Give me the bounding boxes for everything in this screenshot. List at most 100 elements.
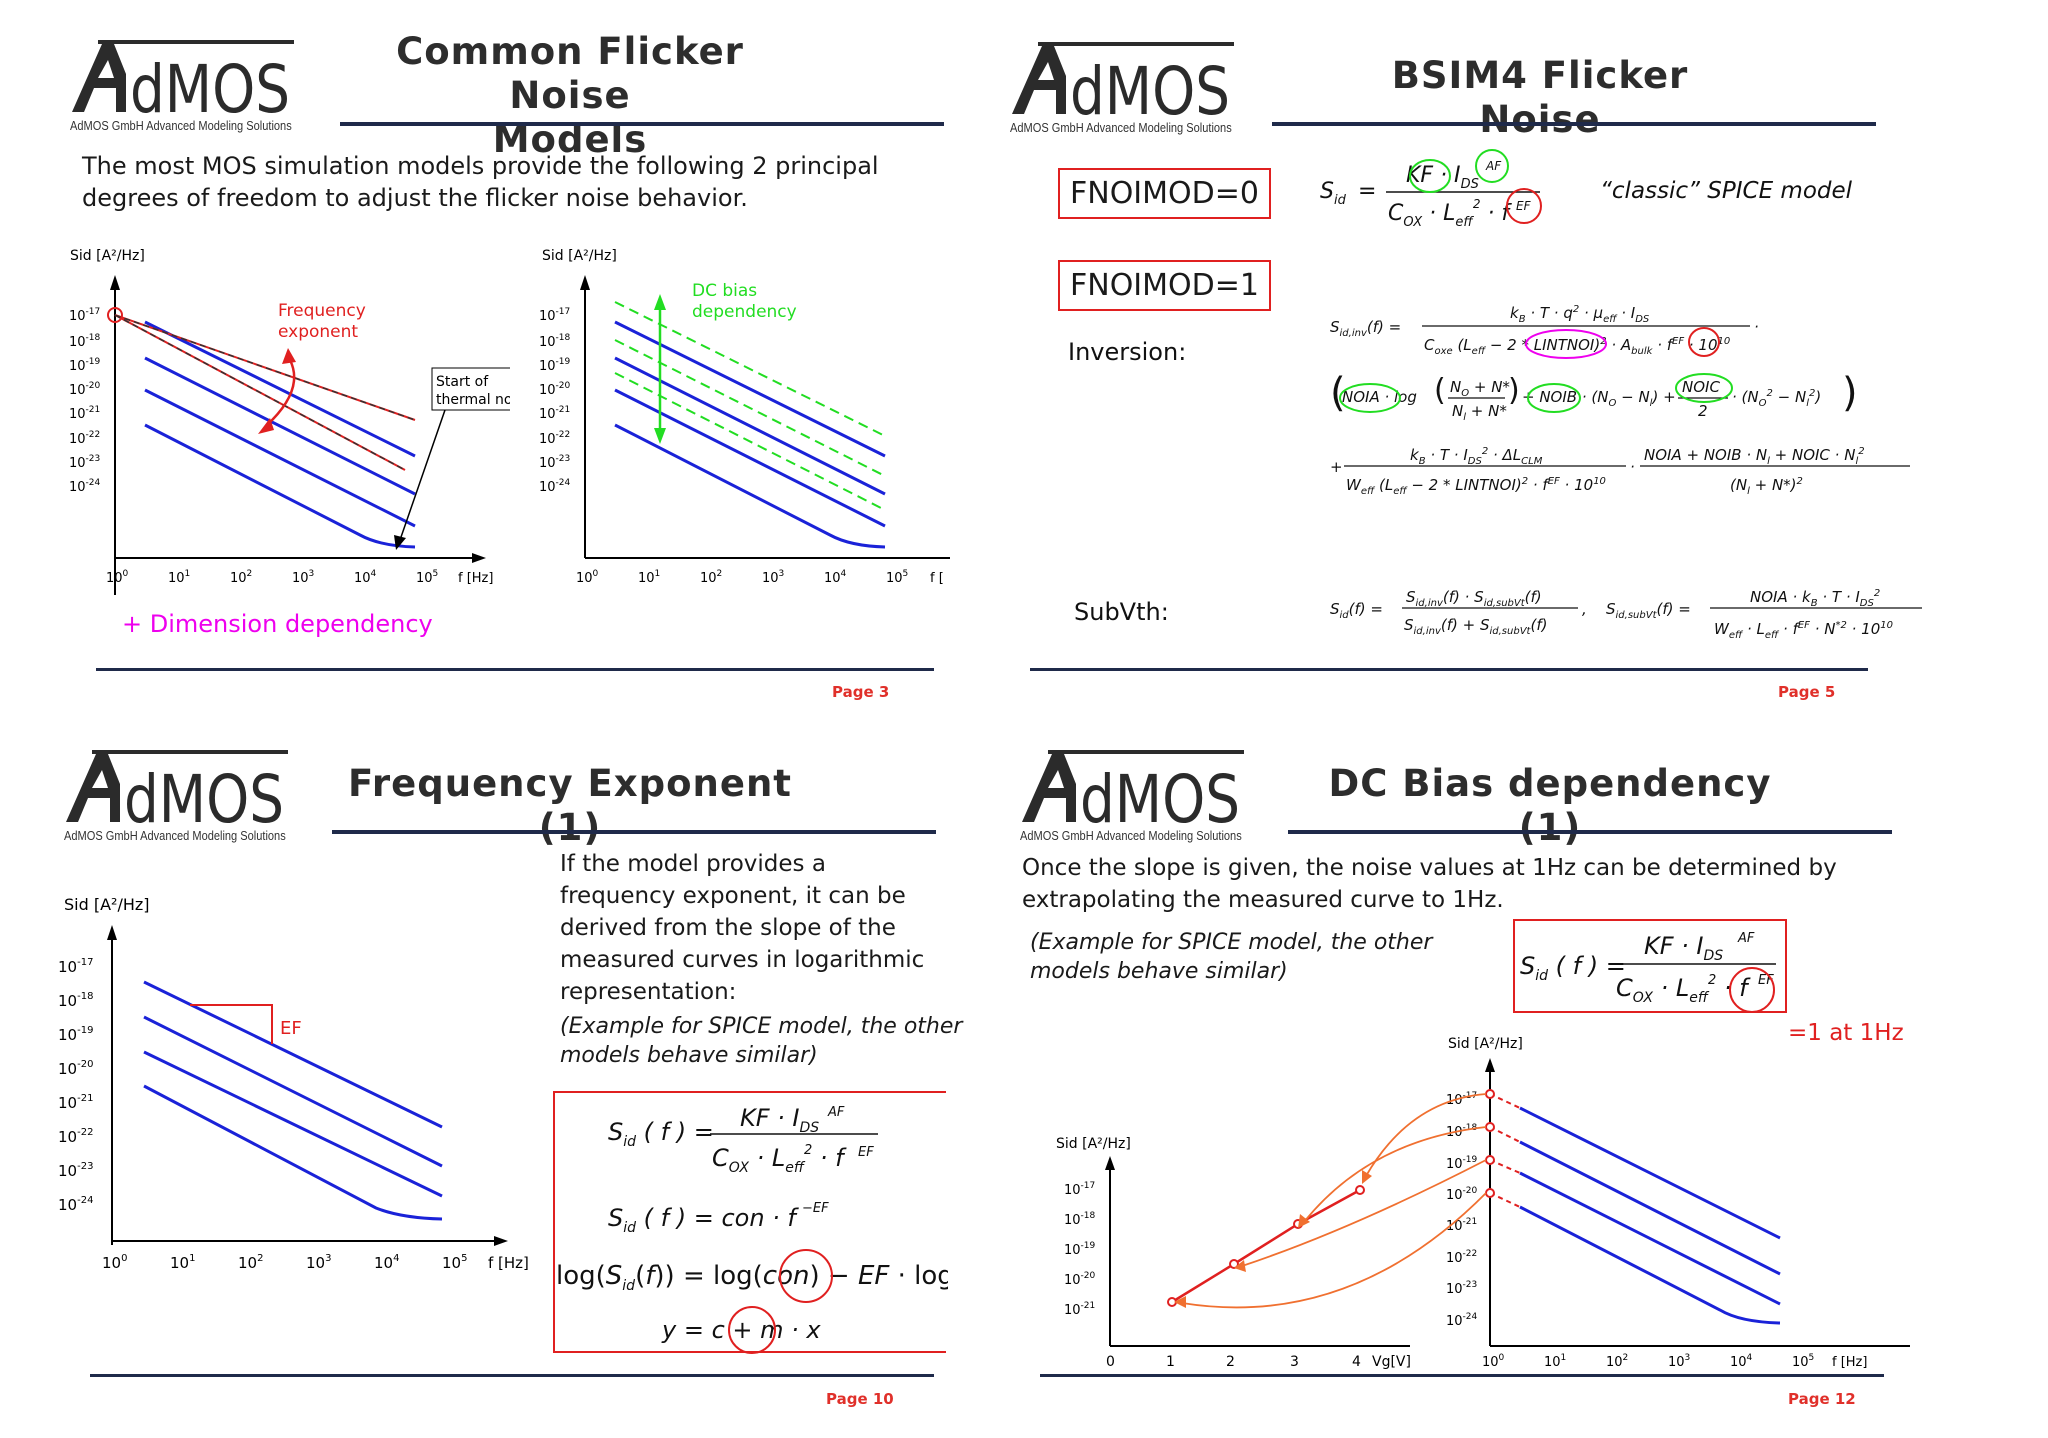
svg-text:dMOS: dMOS xyxy=(1070,53,1230,118)
x-axis-label: f [Hz] xyxy=(1832,1355,1867,1370)
slide-title: Frequency Exponent (1) xyxy=(348,762,792,849)
x-tick-label: 105 xyxy=(416,569,438,586)
x-axis-label: f [Hz] xyxy=(458,571,493,586)
svg-text:kB · T · q2 · μeff · IDS: kB · T · q2 · μeff · IDS xyxy=(1510,304,1650,325)
y-tick-label: 10-17 xyxy=(69,307,100,324)
y-axis-label: Sid [A²/Hz] xyxy=(1056,1136,1131,1152)
annotation: Start of xyxy=(436,374,489,390)
svg-text:KF · IDS: KF · IDS xyxy=(1644,932,1723,964)
x-tick-label: 4 xyxy=(1352,1354,1361,1370)
formula-subvth: Sid(f) = Sid,inv(f) · Sid,subVt(f) Sid,i… xyxy=(1330,588,1922,641)
origin-marker xyxy=(107,307,123,323)
chart-p12-freq: Sid [A²/Hz] 10-17 10-18 10-19 10-20 10-2… xyxy=(1446,1036,1910,1370)
subvth-label: SubVth: xyxy=(1074,598,1169,626)
x-tick-label: 102 xyxy=(700,569,722,586)
admos-logo: dMOS AdMOS GmbH Advanced Modeling Soluti… xyxy=(1018,748,1258,848)
x-tick-label: 100 xyxy=(106,569,129,586)
transfer-arrow xyxy=(1303,1126,1487,1223)
svg-text:Sid,inv(f) + Sid,subVt(f): Sid,inv(f) + Sid,subVt(f) xyxy=(1404,616,1547,637)
y-tick-labels: 10-17 10-18 10-19 10-20 10-21 10-22 10-2… xyxy=(539,307,571,495)
svg-text:): ) xyxy=(1842,370,1858,416)
transfer-arrow xyxy=(1241,1159,1487,1267)
noise-curve xyxy=(144,356,416,496)
y-axis-label: Sid [A²/Hz] xyxy=(1448,1036,1523,1052)
x-tick-label: 102 xyxy=(1606,1353,1628,1370)
annotation: DC bias xyxy=(692,281,757,301)
y-tick-label: 10-18 xyxy=(58,991,93,1010)
annotation: dependency xyxy=(692,302,797,322)
x-tick-label: 104 xyxy=(1730,1353,1753,1370)
x-tick-label: 101 xyxy=(168,569,190,586)
y-axis-arrow xyxy=(1485,1058,1495,1072)
annotation: Frequency xyxy=(278,301,366,321)
y-axis-arrow xyxy=(580,275,590,290)
svg-text:Weff · Leff · fEF · N*2 · 1010: Weff · Leff · fEF · N*2 · 1010 xyxy=(1714,620,1893,641)
note-line: models behave similar) xyxy=(560,1043,818,1068)
y-tick-label: 10-17 xyxy=(539,307,570,324)
x-tick-label: 104 xyxy=(824,569,847,586)
svg-text:): ) xyxy=(1508,373,1520,408)
vg-curve xyxy=(1171,1188,1361,1304)
svg-text:AF: AF xyxy=(1737,931,1755,946)
noise-curve xyxy=(144,320,416,458)
transfer-arrow-group xyxy=(1181,1093,1487,1309)
ef-label: EF xyxy=(280,1018,302,1039)
classic-label: “classic” SPICE model xyxy=(1600,178,1853,204)
x-tick-label: 102 xyxy=(230,569,252,586)
x-tick-label: 101 xyxy=(638,569,660,586)
y-axis-label: Sid [A²/Hz] xyxy=(542,248,617,264)
svg-text:COX · Leff2 · f: COX · Leff2 · f xyxy=(1616,973,1751,1006)
svg-text:AF: AF xyxy=(827,1105,845,1120)
y-tick-label: 10-20 xyxy=(69,381,101,398)
noise-curve xyxy=(614,356,886,496)
svg-text:NO + N*: NO + N* xyxy=(1450,378,1510,399)
svg-text:Sid ( f ) =: Sid ( f ) = xyxy=(1520,952,1626,984)
slide-page-10: dMOS AdMOS GmbH Advanced Modeling Soluti… xyxy=(60,738,1070,1438)
noise-curve xyxy=(614,320,886,458)
x-tick-labels: 0 1 2 3 4 xyxy=(1106,1354,1361,1370)
svg-text:AF: AF xyxy=(1485,159,1502,173)
x-axis-label: Vg[V] xyxy=(1372,1354,1411,1370)
note-text: (Example for SPICE model, the other mode… xyxy=(560,1012,962,1070)
x-tick-labels: 100 101 102 103 104 105 xyxy=(102,1253,467,1270)
svg-text:kB · T · IDS2 · ΔLCLM: kB · T · IDS2 · ΔLCLM xyxy=(1410,446,1543,467)
page-number: Page 3 xyxy=(832,683,890,701)
bottom-rule xyxy=(1030,668,1868,671)
svg-text:NOIC: NOIC xyxy=(1682,378,1720,396)
svg-text:=: = xyxy=(1358,179,1376,204)
chart-p10: Sid [A²/Hz] 10-17 10-18 10-19 10-20 10-2… xyxy=(58,895,529,1270)
noise-curve xyxy=(614,423,886,549)
logo-subtitle: AdMOS GmbH Advanced Modeling Solutions xyxy=(64,828,286,843)
slide-page-12: dMOS AdMOS GmbH Advanced Modeling Soluti… xyxy=(1010,738,2040,1438)
svg-text:·: · xyxy=(1754,318,1759,336)
y-tick-label: 10-24 xyxy=(69,478,101,495)
page-number: Page 12 xyxy=(1788,1390,1856,1408)
x-tick-label: 105 xyxy=(442,1253,467,1270)
x-tick-label: 103 xyxy=(292,569,314,586)
noise-curves xyxy=(143,980,443,1221)
x-tick-label: 105 xyxy=(1792,1353,1814,1370)
noise-curves xyxy=(1519,1106,1781,1325)
chart-p12-vg: Sid [A²/Hz] 10-17 10-18 10-19 10-20 10-2… xyxy=(1056,1136,1411,1370)
at-1hz-note: =1 at 1Hz xyxy=(1788,1020,1904,1046)
intro-line: extrapolating the measured curve to 1Hz. xyxy=(1022,887,1504,913)
noise-curve xyxy=(143,1050,443,1198)
chart-p3-right: Sid [A²/Hz] 10-17 10-18 10-19 10-20 10-2… xyxy=(539,248,950,586)
svg-text:· (NO2 − Nl2): · (NO2 − Nl2) xyxy=(1732,388,1821,409)
y-tick-label: 10-22 xyxy=(539,430,570,447)
x-axis-label: f [Hz] xyxy=(488,1254,529,1270)
svg-text:Weff (Leff − 2 * LINTNOI)2 · f: Weff (Leff − 2 * LINTNOI)2 · fEF · 1010 xyxy=(1346,476,1606,497)
y-tick-label: 10-22 xyxy=(58,1127,93,1146)
dc-bias-dashed xyxy=(614,301,886,511)
y-tick-label: 10-23 xyxy=(539,454,570,471)
svg-text:y = c + m · x: y = c + m · x xyxy=(661,1316,821,1344)
bottom-rule xyxy=(96,668,934,671)
svg-text:EF: EF xyxy=(858,1145,874,1160)
text-line: If the model provides a xyxy=(560,851,826,877)
y-axis-arrow xyxy=(110,275,120,290)
y-tick-label: 10-24 xyxy=(58,1195,93,1214)
y-tick-label: 10-18 xyxy=(539,333,571,350)
svg-text:+: + xyxy=(1330,458,1343,476)
svg-text:−EF: −EF xyxy=(802,1201,829,1216)
x-axis-arrow xyxy=(494,1236,508,1246)
